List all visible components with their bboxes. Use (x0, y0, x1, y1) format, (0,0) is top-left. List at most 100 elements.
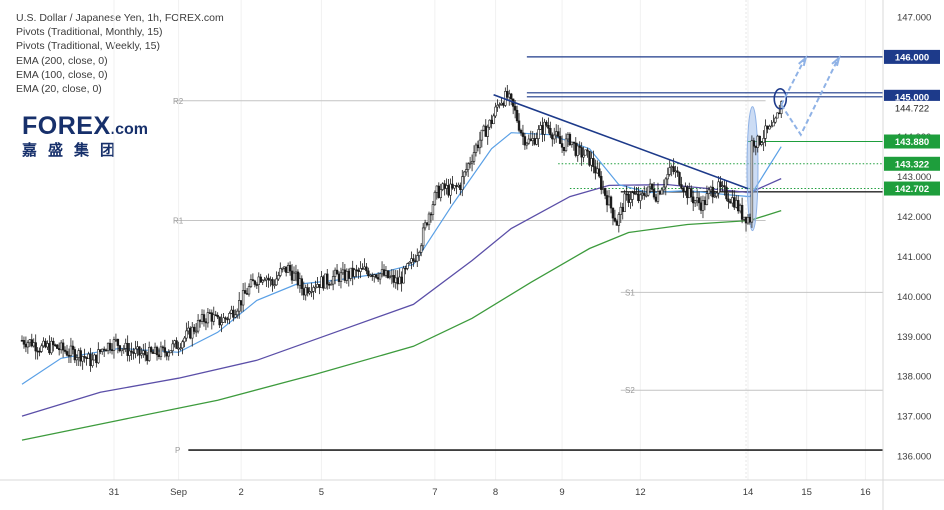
candle-body (425, 222, 429, 226)
candle-body (740, 204, 744, 220)
candle (648, 178, 652, 194)
candle (486, 124, 489, 145)
candle-body (292, 272, 296, 281)
candle-body (87, 353, 90, 359)
candle (81, 355, 84, 370)
candle-body (57, 348, 61, 351)
candle (451, 175, 454, 190)
candle (502, 101, 505, 108)
candle-body (562, 146, 566, 151)
candle-body (496, 104, 499, 108)
candle (619, 202, 622, 224)
candle-body (169, 350, 172, 354)
candle-body (124, 342, 127, 349)
candle (551, 132, 554, 147)
candle-body (173, 340, 176, 345)
candle-body (134, 348, 137, 354)
candle-body (574, 142, 577, 156)
x-tick-label: 15 (801, 487, 812, 498)
x-tick-label: Sep (170, 487, 187, 498)
candle-body (533, 138, 536, 145)
candle-body (701, 200, 705, 211)
candle (740, 197, 744, 224)
candle-body (441, 183, 444, 190)
candle-body (333, 269, 337, 277)
candle (269, 276, 272, 287)
candle-body (26, 342, 30, 348)
candle-body (380, 269, 384, 275)
candle-body (175, 340, 178, 349)
candle (662, 179, 666, 195)
candle-body (212, 314, 215, 322)
candle (419, 243, 423, 257)
candle (547, 117, 550, 134)
candle-body (386, 270, 390, 278)
candle (729, 198, 732, 204)
candle (343, 263, 347, 284)
candle (668, 159, 671, 177)
candle (44, 338, 47, 349)
candle-body (81, 356, 84, 362)
candle-body (343, 269, 347, 281)
candle (294, 264, 298, 282)
candle-body (30, 339, 33, 347)
candle (59, 340, 63, 354)
candle-body (629, 199, 632, 203)
candle-body (459, 184, 462, 190)
candle-body (678, 172, 681, 185)
candle-body (189, 327, 192, 339)
candle-body (439, 189, 442, 198)
candle (443, 180, 446, 196)
candle-body (558, 136, 562, 144)
candle (198, 319, 202, 328)
candle (570, 141, 574, 148)
candle (173, 339, 176, 348)
candle-body (304, 287, 307, 296)
candle-body (766, 125, 769, 130)
candle-body (236, 310, 239, 316)
candle (347, 268, 350, 287)
candle (359, 261, 362, 279)
candle-body (429, 213, 433, 216)
candle (433, 190, 437, 206)
candle-body (93, 354, 96, 361)
candle (365, 263, 368, 275)
candle-body (750, 140, 754, 223)
candle-body (32, 342, 35, 347)
candle-body (204, 321, 208, 324)
candle (48, 335, 51, 355)
forex-logo: FOREX.com 嘉盛集团 (22, 112, 148, 160)
candle-body (764, 125, 767, 139)
candle-body (374, 274, 378, 278)
candle-body (200, 314, 204, 322)
candle (629, 191, 632, 209)
candle (361, 263, 364, 270)
candle (312, 285, 315, 300)
candle (697, 191, 701, 210)
candle-body (416, 255, 419, 262)
candle-body (729, 201, 732, 204)
x-tick-label: 12 (635, 487, 646, 498)
candle-body (302, 288, 305, 296)
candle-body (545, 121, 548, 126)
candle (155, 345, 159, 361)
candle-body (353, 269, 356, 277)
candle (101, 348, 104, 355)
candle-body (760, 142, 763, 145)
candle (165, 350, 169, 361)
level-tag (884, 134, 940, 149)
candle (171, 339, 174, 356)
candle (564, 133, 568, 153)
candle (210, 309, 214, 330)
candle-body (660, 189, 664, 195)
candle-body (635, 193, 638, 196)
candle-body (196, 319, 200, 332)
candle (678, 171, 681, 187)
candle-body (748, 217, 752, 223)
candle-body (756, 135, 759, 148)
candle (478, 131, 482, 155)
candle (482, 124, 486, 132)
candle (97, 342, 100, 365)
arrow-head-1 (798, 55, 808, 67)
candle-body (488, 119, 491, 128)
